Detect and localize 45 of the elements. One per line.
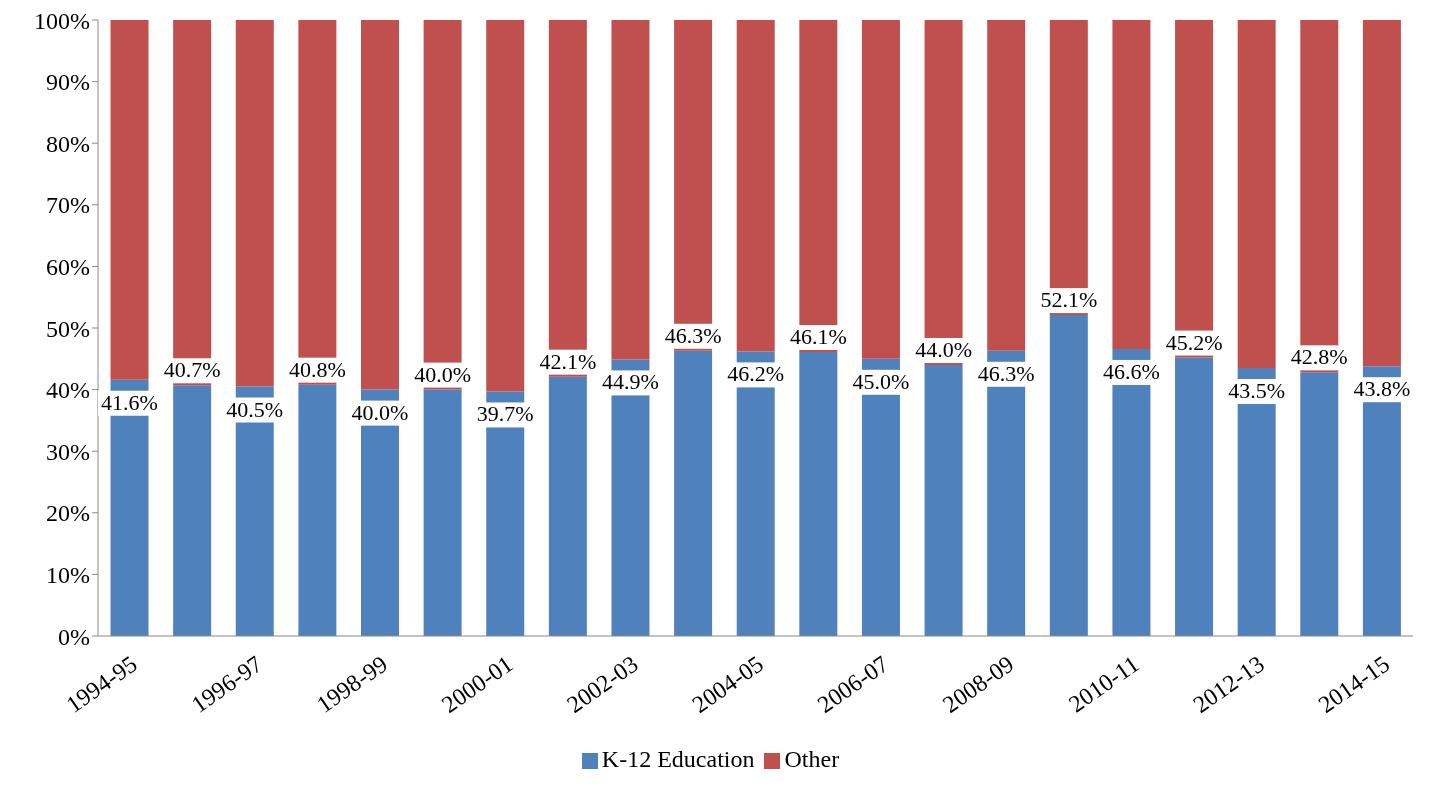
data-label: 46.1% [789,324,847,350]
y-tick-label: 10% [46,561,90,588]
data-label: 40.5% [226,396,284,422]
y-tick-label: 20% [46,500,90,527]
legend-label: K-12 Education [601,746,755,772]
data-label: 39.7% [476,401,534,427]
bar [486,20,525,392]
y-tick-label: 100% [34,7,90,34]
data-label: 46.2% [727,361,785,387]
data-label: 42.1% [539,348,597,374]
bar [1362,20,1401,367]
data-label: 43.8% [1353,376,1411,402]
data-label: 40.8% [288,356,346,382]
data-label: 45.2% [1165,329,1223,355]
y-tick-label: 40% [46,377,90,404]
y-tick-label: 80% [46,130,90,157]
y-tick-label: 90% [46,69,90,96]
y-tick-label: 70% [46,192,90,219]
bar [987,20,1026,351]
bar [611,20,650,360]
y-tick-label: 30% [46,438,90,465]
data-label: 43.5% [1228,378,1286,404]
bar [361,20,399,390]
data-label: 46.6% [1103,358,1160,384]
data-label: 40.0% [351,399,409,425]
legend-label: Other [784,746,840,772]
data-label: 41.6% [101,389,158,415]
data-label: 44.9% [602,369,659,395]
bar [235,20,274,387]
bar [110,20,149,380]
y-tick-label: 50% [46,315,90,342]
y-tick-label: 60% [46,253,90,280]
data-label: 45.0% [852,368,910,394]
data-label: 40.0% [414,361,472,387]
bar [1112,20,1151,349]
data-label: 44.0% [915,336,972,362]
data-label: 42.8% [1290,344,1348,370]
data-label: 52.1% [1040,287,1098,313]
data-label: 40.7% [163,357,221,383]
bar [861,20,900,359]
data-label: 46.3% [977,360,1035,386]
y-tick-label: 0% [58,623,90,650]
data-label: 46.3% [664,322,722,348]
bar [1237,20,1276,369]
bar [736,20,775,352]
